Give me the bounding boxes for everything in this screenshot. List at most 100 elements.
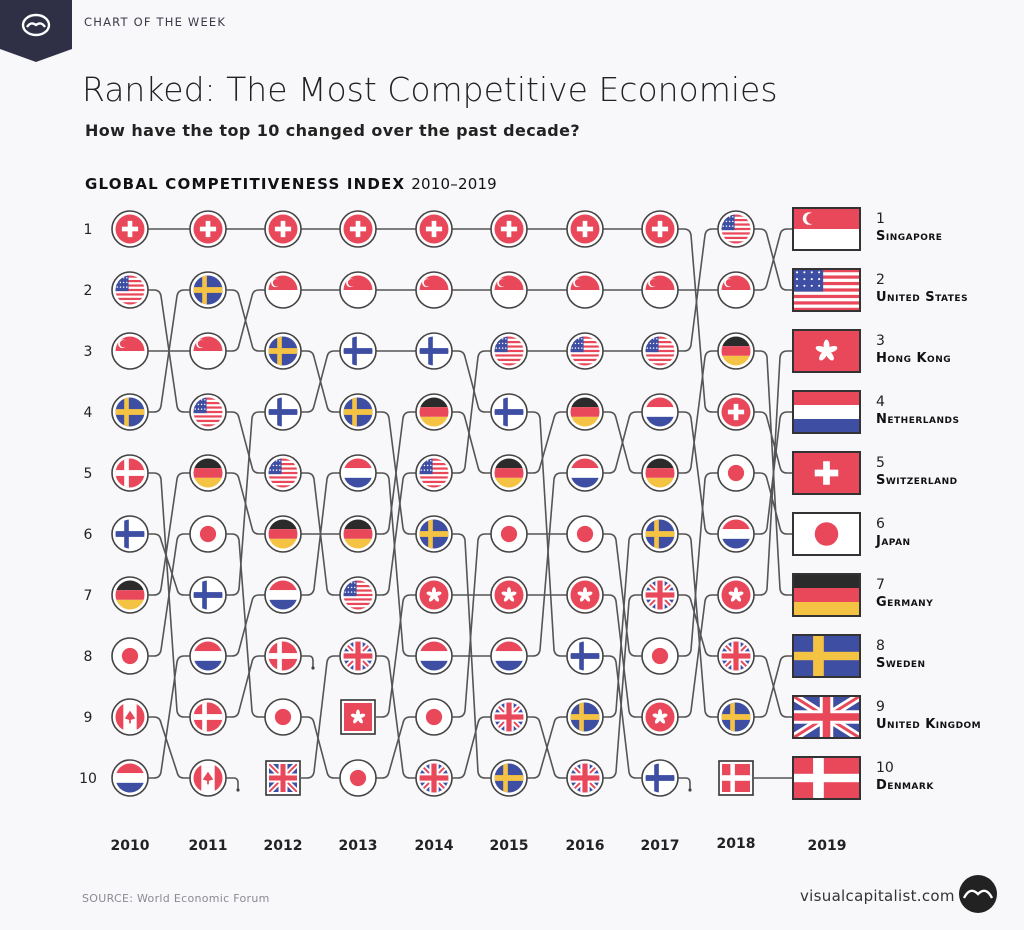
dutch-flag-icon — [115, 763, 145, 793]
rank-label: 3 — [84, 344, 93, 360]
finnish-flag-icon — [494, 397, 524, 427]
japanese-flag-icon — [268, 702, 298, 732]
japanese-flag-icon — [419, 702, 449, 732]
rank-link — [148, 655, 190, 779]
german-flag-icon — [419, 397, 449, 427]
us-flag-icon — [193, 397, 223, 427]
rank-link — [678, 350, 718, 474]
german-flag-icon — [793, 574, 860, 616]
rank-link — [301, 655, 340, 779]
uk-flag-icon — [269, 764, 297, 792]
german-flag-icon — [570, 397, 600, 427]
hong-kong-flag-icon — [344, 703, 372, 731]
final-country-name: United States — [876, 290, 968, 305]
page-title: Ranked: The Most Competitive Economies — [82, 70, 778, 109]
rank-link — [603, 594, 642, 718]
year-label: 2018 — [717, 836, 756, 852]
swiss-flag-icon — [494, 214, 524, 244]
swedish-flag-icon — [268, 336, 298, 366]
uk-flag-icon — [793, 696, 860, 738]
final-rank-number: 5 — [876, 455, 885, 471]
site-link[interactable]: visualcapitalist.com — [800, 887, 955, 905]
finnish-flag-icon — [268, 397, 298, 427]
finnish-flag-icon — [343, 336, 373, 366]
dutch-flag-icon — [721, 519, 751, 549]
subtitle: How have the top 10 changed over the pas… — [85, 121, 580, 140]
rank-link — [376, 411, 416, 535]
singapore-flag-icon — [193, 336, 223, 366]
japanese-flag-icon — [494, 519, 524, 549]
finnish-flag-icon — [570, 641, 600, 671]
uk-flag-icon — [721, 641, 751, 671]
year-label: 2014 — [415, 838, 454, 854]
german-flag-icon — [494, 458, 524, 488]
rank-links — [148, 228, 793, 792]
year-label: 2011 — [189, 838, 228, 854]
year-label: 2015 — [490, 838, 529, 854]
finnish-flag-icon — [115, 519, 145, 549]
chart-heading-label: GLOBAL COMPETITIVENESS INDEX — [85, 175, 405, 193]
rank-link — [226, 411, 265, 474]
final-flag-border — [792, 512, 861, 556]
singapore-flag-icon — [343, 275, 373, 305]
final-country-name: United Kingdom — [876, 717, 981, 732]
rank-link — [603, 411, 642, 474]
final-rank-number: 2 — [876, 272, 885, 288]
swedish-flag-icon — [570, 702, 600, 732]
year-label: 2019 — [808, 838, 847, 854]
canadian-flag-icon — [115, 702, 145, 732]
exit-marker — [688, 788, 692, 792]
chart-heading: GLOBAL COMPETITIVENESS INDEX 2010–2019 — [85, 175, 497, 193]
hong-kong-flag-icon — [645, 702, 675, 732]
final-country-name: Denmark — [876, 778, 934, 793]
hong-kong-flag-icon — [494, 580, 524, 610]
swiss-flag-icon — [721, 397, 751, 427]
us-flag-icon — [721, 214, 751, 244]
singapore-flag-icon — [645, 275, 675, 305]
german-flag-icon — [343, 519, 373, 549]
kicker: CHART OF THE WEEK — [84, 15, 226, 29]
final-flag-border — [792, 268, 861, 312]
danish-flag-icon — [193, 702, 223, 732]
year-label: 2012 — [264, 838, 303, 854]
final-flag-border — [792, 634, 861, 678]
dutch-flag-icon — [419, 641, 449, 671]
rank-link — [603, 533, 642, 657]
rank-label: 1 — [84, 222, 93, 238]
swedish-flag-icon — [645, 519, 675, 549]
swedish-flag-icon — [419, 519, 449, 549]
rank-link — [376, 594, 416, 718]
singapore-flag-icon — [721, 275, 751, 305]
final-rank-number: 6 — [876, 516, 885, 532]
rank-link — [527, 716, 567, 779]
final-country-name: Hong Kong — [876, 351, 951, 366]
final-flag-border — [792, 573, 861, 617]
swedish-flag-icon — [494, 763, 524, 793]
swedish-flag-icon — [721, 702, 751, 732]
uk-flag-icon — [419, 763, 449, 793]
singapore-flag-icon — [115, 336, 145, 366]
rank-link — [678, 594, 718, 657]
rank-link — [148, 289, 190, 413]
final-country-name: Netherlands — [876, 412, 959, 427]
rank-link — [376, 472, 416, 596]
us-flag-icon — [343, 580, 373, 610]
rank-link — [527, 411, 567, 474]
final-rank-number: 8 — [876, 638, 885, 654]
swiss-flag-icon — [343, 214, 373, 244]
rank-label: 4 — [84, 405, 93, 421]
rank-label: 10 — [79, 771, 97, 787]
swiss-flag-icon — [793, 452, 860, 494]
finnish-flag-icon — [419, 336, 449, 366]
danish-flag-icon — [722, 764, 750, 792]
final-rank-number: 4 — [876, 394, 885, 410]
us-flag-icon — [645, 336, 675, 366]
singapore-flag-icon — [494, 275, 524, 305]
rank-link — [301, 716, 340, 779]
swiss-flag-icon — [268, 214, 298, 244]
rank-label: 5 — [84, 466, 93, 482]
rank-link — [148, 716, 190, 779]
rank-link — [226, 289, 265, 352]
us-flag-icon — [268, 458, 298, 488]
